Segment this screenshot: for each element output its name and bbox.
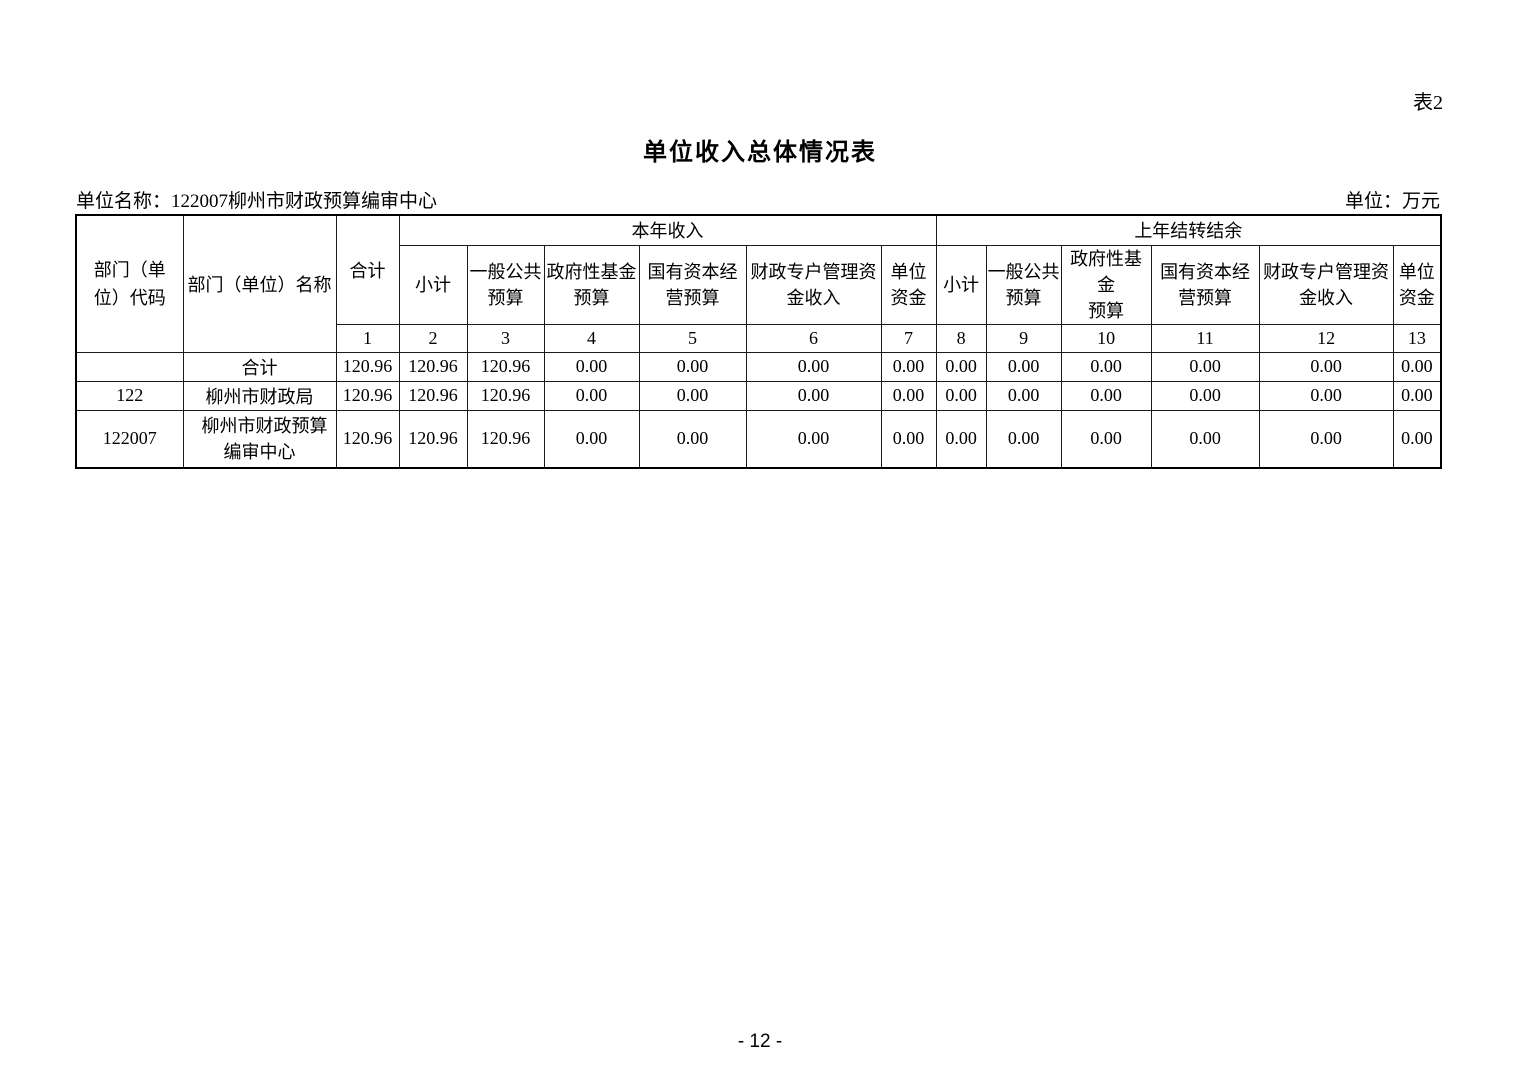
header-group-current-year: 本年收入: [398, 214, 937, 246]
header-label-row: 小计 一般公共 预算 政府性基金 预算 国有资本经 营预算 财政专户管理资 金收…: [76, 244, 1442, 325]
col-number-11: 11: [1150, 323, 1260, 353]
value-cell: 120.96: [335, 380, 400, 411]
header-total-cell: 合计: [335, 214, 400, 325]
value-cell: 0.00: [1392, 409, 1442, 469]
header-cy-state-capital-budget: 国有资本经 营预算: [638, 244, 747, 325]
unit-of-measure-label: 单位：万元: [1344, 191, 1440, 212]
value-cell: 0.00: [985, 351, 1062, 382]
name-cell: 柳州市财政局: [182, 380, 337, 411]
page-title: 单位收入总体情况表: [643, 140, 877, 166]
value-cell: 0.00: [880, 351, 937, 382]
table-number-label: 表2: [1413, 92, 1443, 114]
header-py-fiscal-account-income: 财政专户管理资 金收入: [1258, 244, 1394, 325]
value-cell: 0.00: [935, 351, 987, 382]
col-number-3: 3: [466, 323, 545, 353]
value-cell: 0.00: [543, 351, 640, 382]
header-name-cell: 部门（单位）名称: [182, 214, 337, 353]
value-cell: 120.96: [398, 380, 468, 411]
value-cell: 0.00: [1060, 409, 1152, 469]
income-summary-table: 部门（单 位）代码 部门（单位）名称 合计 本年收入 上年结转结余 小计 一般公…: [75, 214, 1443, 469]
header-cy-subtotal: 小计: [398, 244, 468, 325]
header-cy-fiscal-account-income: 财政专户管理资 金收入: [745, 244, 882, 325]
code-cell: 122007: [75, 409, 184, 469]
value-cell: 0.00: [1060, 380, 1152, 411]
value-cell: 0.00: [745, 409, 882, 469]
value-cell: 120.96: [335, 409, 400, 469]
header-cy-gov-fund-budget: 政府性基金 预算: [543, 244, 640, 325]
name-cell: 柳州市财政预算 编审中心: [182, 409, 337, 469]
col-number-4: 4: [543, 323, 640, 353]
table-row-total: 合计 120.96 120.96 120.96 0.00 0.00 0.00 0…: [75, 351, 1442, 382]
value-cell: 0.00: [1060, 351, 1152, 382]
value-cell: 120.96: [335, 351, 400, 382]
value-cell: 0.00: [880, 380, 937, 411]
col-number-12: 12: [1258, 323, 1394, 353]
header-cy-unit-funds: 单位 资金: [880, 244, 937, 325]
col-number-1: 1: [335, 323, 400, 353]
header-py-state-capital-budget: 国有资本经 营预算: [1150, 244, 1260, 325]
value-cell: 0.00: [1258, 409, 1394, 469]
col-number-2: 2: [398, 323, 468, 353]
header-py-gov-fund-budget: 政府性基金 预算: [1060, 244, 1152, 325]
header-code-cell: 部门（单 位）代码: [75, 214, 184, 353]
col-number-7: 7: [880, 323, 937, 353]
value-cell: 0.00: [1392, 380, 1442, 411]
col-number-6: 6: [745, 323, 882, 353]
value-cell: 0.00: [638, 351, 747, 382]
value-cell: 0.00: [638, 380, 747, 411]
value-cell: 0.00: [543, 380, 640, 411]
name-cell: 合计: [182, 351, 337, 382]
value-cell: 0.00: [543, 409, 640, 469]
col-number-9: 9: [985, 323, 1062, 353]
value-cell: 120.96: [466, 409, 545, 469]
table-row-122: 122 柳州市财政局 120.96 120.96 120.96 0.00 0.0…: [75, 380, 1442, 411]
header-py-subtotal: 小计: [935, 244, 987, 325]
value-cell: 120.96: [398, 351, 468, 382]
col-number-8: 8: [935, 323, 987, 353]
value-cell: 0.00: [1150, 351, 1260, 382]
value-cell: 0.00: [985, 380, 1062, 411]
value-cell: 0.00: [745, 351, 882, 382]
value-cell: 0.00: [638, 409, 747, 469]
page-number: - 12 -: [737, 1031, 783, 1052]
value-cell: 0.00: [1258, 380, 1394, 411]
header-py-unit-funds: 单位 资金: [1392, 244, 1442, 325]
col-number-10: 10: [1060, 323, 1152, 353]
value-cell: 0.00: [1150, 409, 1260, 469]
header-group-row: 部门（单 位）代码 部门（单位）名称 合计 本年收入 上年结转结余: [75, 214, 1442, 353]
value-cell: 0.00: [880, 409, 937, 469]
value-cell: 0.00: [985, 409, 1062, 469]
value-cell: 0.00: [1392, 351, 1442, 382]
value-cell: 120.96: [398, 409, 468, 469]
unit-name-line: 单位名称：122007柳州市财政预算编审中心: [76, 191, 438, 212]
col-number-5: 5: [638, 323, 747, 353]
value-cell: 0.00: [1258, 351, 1394, 382]
header-cy-general-public-budget: 一般公共 预算: [466, 244, 545, 325]
code-cell: 122: [75, 380, 184, 411]
value-cell: 120.96: [466, 351, 545, 382]
value-cell: 120.96: [466, 380, 545, 411]
value-cell: 0.00: [935, 409, 987, 469]
value-cell: 0.00: [745, 380, 882, 411]
header-py-general-public-budget: 一般公共 预算: [985, 244, 1062, 325]
value-cell: 0.00: [1150, 380, 1260, 411]
code-cell: [75, 351, 184, 382]
header-group-carryover: 上年结转结余: [935, 214, 1442, 246]
value-cell: 0.00: [935, 380, 987, 411]
table-row-122007: 122007 柳州市财政预算 编审中心 120.96 120.96 120.96…: [75, 409, 1442, 469]
col-number-13: 13: [1392, 323, 1442, 353]
